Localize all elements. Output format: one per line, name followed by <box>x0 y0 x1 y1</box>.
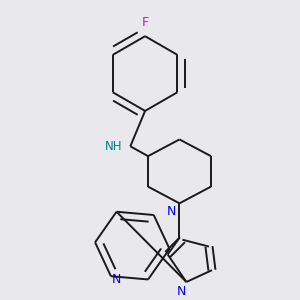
Text: F: F <box>142 16 148 29</box>
Text: NH: NH <box>105 140 122 153</box>
Text: N: N <box>112 273 122 286</box>
Text: N: N <box>167 205 176 218</box>
Text: N: N <box>177 285 186 298</box>
